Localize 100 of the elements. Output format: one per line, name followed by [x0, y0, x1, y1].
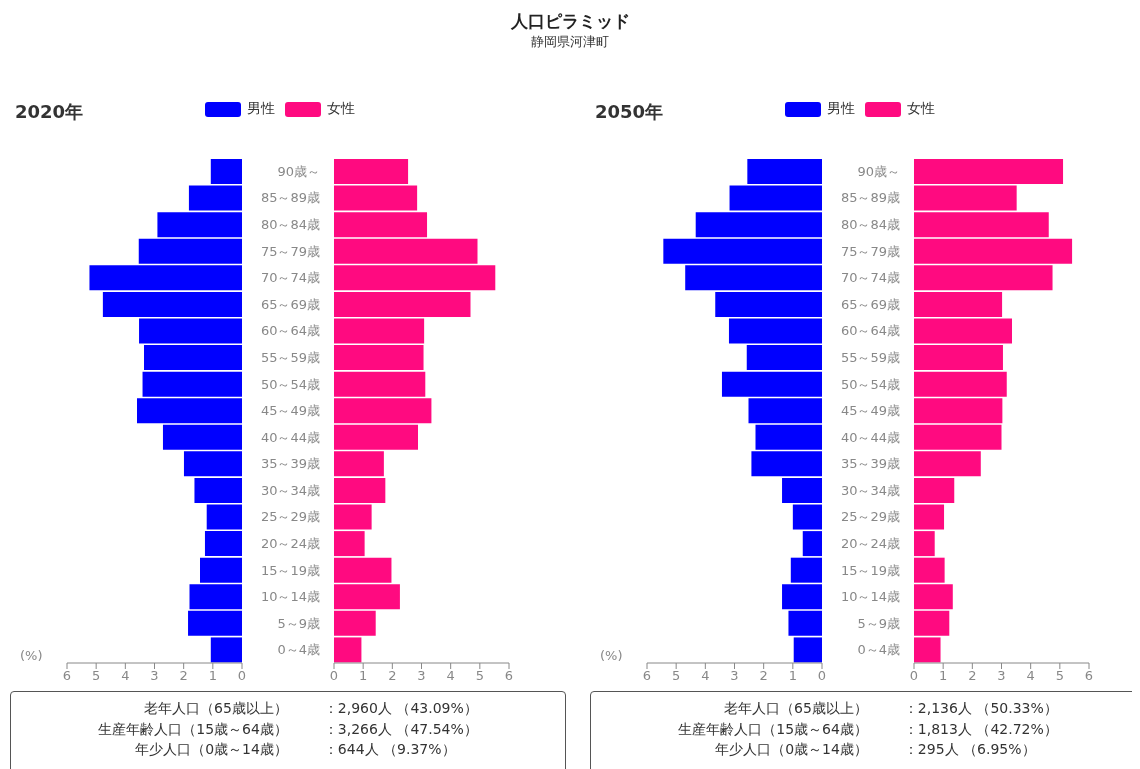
y-tick-label: 75～79歳 [260, 243, 320, 259]
x-tick-label: 4 [121, 668, 130, 684]
text: 生産年齢人口（15歳～64歳） [678, 720, 868, 739]
text: ：2,960人 （43.09%） [322, 700, 478, 718]
y-tick-label: 50～54歳 [840, 376, 900, 392]
y-tick-label: 5～9歳 [857, 615, 900, 631]
x-tick-label: 3 [730, 668, 739, 684]
y-tick-label: 90歳～ [857, 163, 900, 179]
y-tick-label: 45～49歳 [260, 403, 320, 419]
legend-label: 男性 [827, 100, 855, 118]
x-axis-title: (%) [600, 648, 623, 663]
legend-label: 女性 [327, 100, 355, 118]
x-tick-label: 3 [150, 668, 159, 684]
y-tick-label: 15～19歳 [840, 562, 900, 578]
bar [334, 159, 409, 184]
y-tick-label: 5～9歳 [277, 615, 320, 631]
text: ：3,266人 （47.54%） [322, 720, 478, 739]
text: 年少人口（0歳～14歳） [134, 741, 288, 760]
x-tick-label: 1 [939, 668, 948, 684]
x-axis-title: (%) [20, 648, 43, 663]
legend-label: 男性 [247, 100, 275, 118]
y-tick-label: 60～64歳 [260, 323, 320, 339]
x-tick-label: 5 [672, 668, 681, 684]
x-tick-label: 0 [329, 668, 339, 684]
x-tick-label: 6 [504, 668, 514, 684]
y-tick-label: 20～24歳 [840, 536, 900, 552]
y-tick-label: 40～44歳 [260, 429, 320, 445]
x-tick-label: 0 [817, 668, 827, 684]
chart-title: 2020年 [15, 100, 84, 124]
x-tick-label: 6 [642, 668, 652, 684]
x-tick-label: 1 [208, 668, 217, 684]
y-tick-label: 10～14歳 [840, 589, 900, 605]
y-tick-label: 15～19歳 [260, 562, 320, 578]
bar [194, 477, 242, 503]
x-tick-label: 3 [997, 668, 1006, 684]
y-tick-label: 45～49歳 [840, 403, 900, 419]
x-tick-label: 2 [179, 668, 188, 684]
y-tick-label: 50～54歳 [260, 376, 320, 392]
bar [746, 345, 822, 371]
y-tick-label: 65～69歳 [840, 296, 900, 312]
x-tick-label: 2 [759, 668, 768, 684]
x-tick-label: 4 [1026, 668, 1035, 684]
x-tick-label: 0 [237, 668, 247, 684]
text: 生産年齢人口（15歳～64歳） [98, 720, 288, 739]
y-tick-label: 40～44歳 [840, 429, 900, 445]
text: ：295人 （6.95%） [902, 741, 1037, 760]
y-tick-label: 30～34歳 [260, 482, 320, 498]
legend-label: 女性 [907, 100, 935, 118]
x-tick-label: 5 [92, 668, 101, 684]
text: 年少人口（0歳～14歳） [714, 741, 868, 760]
bar [914, 477, 955, 503]
text: 人口ピラミッド [510, 10, 630, 33]
x-tick-label: 2 [968, 668, 977, 684]
y-tick-label: 25～29歳 [260, 509, 320, 525]
y-tick-label: 0～4歳 [857, 642, 900, 658]
bar [914, 345, 1003, 371]
chart-title: 2050年 [595, 100, 664, 124]
y-tick-label: 70～74歳 [260, 270, 320, 286]
text: 静岡県河津町 [530, 33, 610, 51]
x-tick-label: 4 [701, 668, 710, 684]
y-tick-label: 55～59歳 [260, 349, 320, 365]
y-tick-label: 75～79歳 [840, 243, 900, 259]
bar [914, 159, 1064, 184]
y-tick-label: 20～24歳 [260, 536, 320, 552]
x-tick-label: 1 [788, 668, 797, 684]
y-tick-label: 30～34歳 [840, 482, 900, 498]
x-tick-label: 3 [417, 668, 426, 684]
text: ：2,136人 （50.33%） [902, 700, 1058, 718]
y-tick-label: 10～14歳 [260, 589, 320, 605]
bar [144, 345, 242, 371]
y-tick-label: 35～39歳 [260, 456, 320, 472]
x-tick-label: 4 [446, 668, 455, 684]
x-tick-label: 5 [1055, 668, 1064, 684]
bar [782, 477, 822, 503]
y-tick-label: 65～69歳 [260, 296, 320, 312]
bar [747, 159, 822, 184]
x-tick-label: 0 [909, 668, 919, 684]
x-tick-label: 6 [62, 668, 72, 684]
y-tick-label: 35～39歳 [840, 456, 900, 472]
y-tick-label: 25～29歳 [840, 509, 900, 525]
text: 老年人口（65歳以上） [143, 700, 288, 718]
bar [334, 477, 386, 503]
bar [334, 345, 424, 371]
x-tick-label: 5 [475, 668, 484, 684]
bar [210, 159, 242, 184]
y-tick-label: 55～59歳 [840, 349, 900, 365]
text: ：644人 （9.37%） [322, 741, 457, 760]
y-tick-label: 85～89歳 [260, 190, 320, 206]
x-tick-label: 6 [1084, 668, 1094, 684]
y-tick-label: 60～64歳 [840, 323, 900, 339]
text: 老年人口（65歳以上） [723, 700, 868, 718]
y-tick-label: 0～4歳 [277, 642, 320, 658]
y-tick-label: 80～84歳 [840, 217, 900, 233]
y-tick-label: 85～89歳 [840, 190, 900, 206]
text: ：1,813人 （42.72%） [902, 720, 1058, 739]
x-tick-label: 2 [388, 668, 397, 684]
y-tick-label: 80～84歳 [260, 217, 320, 233]
x-tick-label: 1 [359, 668, 368, 684]
y-tick-label: 90歳～ [277, 163, 320, 179]
y-tick-label: 70～74歳 [840, 270, 900, 286]
